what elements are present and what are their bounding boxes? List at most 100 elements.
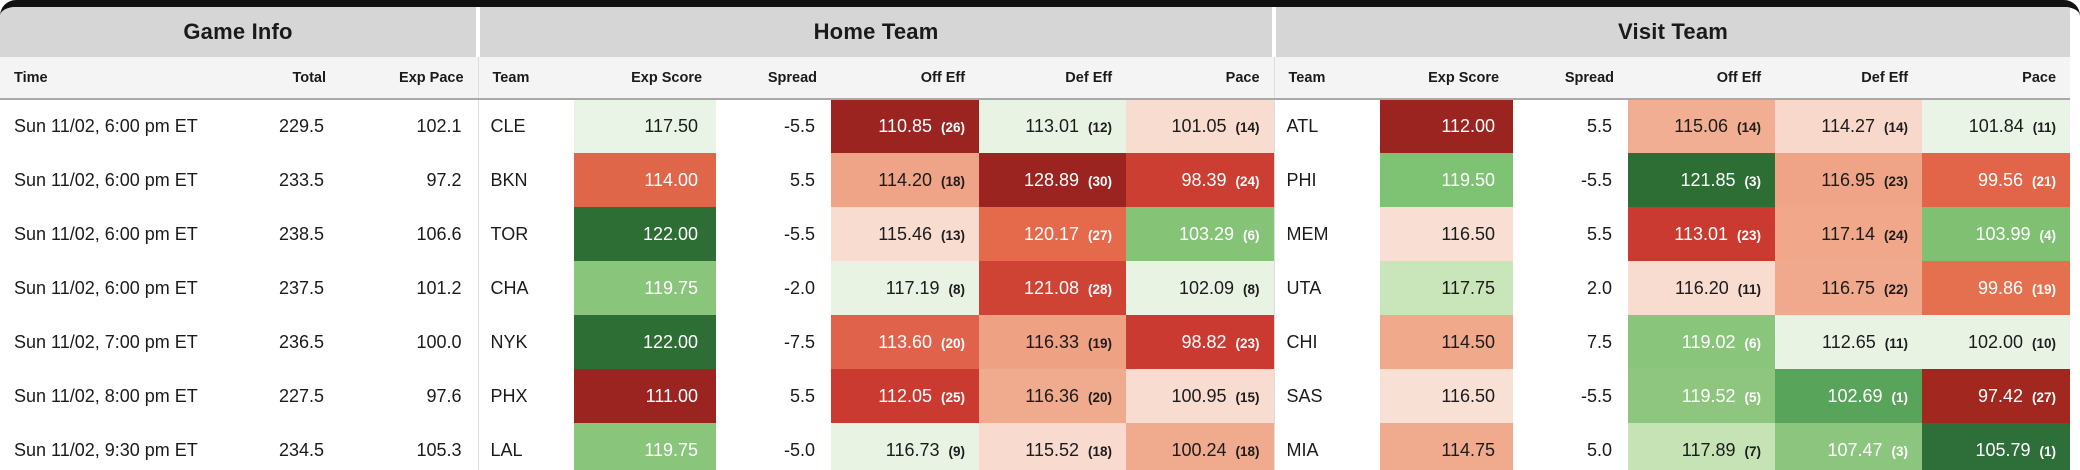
- stat-value: 105.79: [1975, 439, 2031, 460]
- col-header-visit-spread[interactable]: Spread: [1513, 57, 1629, 100]
- visit-exp-score: 116.50: [1380, 207, 1514, 261]
- stat-value: 115.06: [1674, 116, 1728, 136]
- visit-def-eff: 116.75 (22): [1775, 261, 1923, 315]
- stat-rank: (9): [948, 443, 966, 459]
- visit-def-eff: 107.47 (3): [1775, 423, 1923, 470]
- home-team-abbr: TOR: [477, 207, 575, 261]
- home-pace: 103.29 (6): [1126, 207, 1275, 261]
- stat-rank: (15): [1235, 389, 1260, 405]
- stat-value: 115.52: [1025, 439, 1079, 460]
- col-header-home-team[interactable]: Team: [477, 57, 575, 100]
- stat-rank: (25): [941, 389, 966, 405]
- stat-value: 113.01: [1674, 223, 1728, 244]
- col-header-home-off-eff[interactable]: Off Eff: [831, 57, 980, 100]
- game-total: 236.5: [220, 315, 340, 369]
- visit-pace: 101.84 (11): [1922, 99, 2071, 153]
- visit-spread: 5.5: [1513, 207, 1629, 261]
- home-off-eff: 114.20 (18): [831, 153, 980, 207]
- stat-value: 113.01: [1025, 116, 1079, 136]
- stat-value: 102.69: [1827, 385, 1883, 406]
- visit-team-abbr: CHI: [1273, 315, 1381, 369]
- column-header-row: Time Total Exp Pace Team Exp Score Sprea…: [0, 57, 2071, 100]
- stat-value: 114.20: [878, 169, 932, 190]
- home-exp-score: 114.00: [574, 153, 717, 207]
- stat-rank: (21): [2032, 173, 2057, 189]
- stat-value: 101.84: [1968, 116, 2024, 136]
- stat-value: 112.65: [1822, 331, 1876, 352]
- home-pace: 100.95 (15): [1126, 369, 1275, 423]
- col-header-visit-team[interactable]: Team: [1273, 57, 1381, 100]
- stat-value: 117.14: [1821, 223, 1875, 244]
- stat-value: 116.75: [1821, 277, 1875, 298]
- stat-rank: (10): [2032, 335, 2057, 351]
- stat-rank: (4): [2039, 227, 2057, 243]
- game-time: Sun 11/02, 7:00 pm ET: [0, 315, 220, 369]
- stat-value: 103.29: [1178, 223, 1235, 244]
- home-team-abbr: NYK: [477, 315, 575, 369]
- home-team-abbr: CLE: [477, 99, 575, 153]
- stat-rank: (3): [1744, 173, 1762, 189]
- col-header-time[interactable]: Time: [0, 57, 220, 100]
- stat-rank: (28): [1088, 281, 1113, 297]
- col-header-home-def-eff[interactable]: Def Eff: [979, 57, 1127, 100]
- stat-rank: (13): [941, 227, 966, 243]
- home-exp-score: 111.00: [574, 369, 717, 423]
- visit-exp-score: 116.50: [1380, 369, 1514, 423]
- stat-rank: (18): [941, 173, 966, 189]
- stat-value: 116.95: [1821, 169, 1875, 190]
- col-header-exp-pace[interactable]: Exp Pace: [340, 57, 479, 100]
- home-off-eff: 113.60 (20): [831, 315, 980, 369]
- visit-pace: 105.79 (1): [1922, 423, 2071, 470]
- home-def-eff: 115.52 (18): [979, 423, 1127, 470]
- game-total: 238.5: [220, 207, 340, 261]
- home-off-eff: 112.05 (25): [831, 369, 980, 423]
- game-row: Sun 11/02, 7:00 pm ET 236.5 100.0 NYK 12…: [0, 315, 2071, 369]
- home-team-abbr: CHA: [477, 261, 575, 315]
- stat-value: 97.42: [1977, 385, 2024, 406]
- visit-team-abbr: SAS: [1273, 369, 1381, 423]
- game-total: 229.5: [220, 99, 340, 153]
- col-header-total[interactable]: Total: [220, 57, 340, 100]
- stat-rank: (7): [1744, 443, 1762, 459]
- stat-rank: (24): [1235, 173, 1260, 189]
- home-spread: 5.5: [716, 153, 832, 207]
- stat-value: 100.24: [1171, 439, 1227, 460]
- section-home-team: Home Team: [476, 7, 1275, 57]
- home-off-eff: 115.46 (13): [831, 207, 980, 261]
- col-header-visit-off-eff[interactable]: Off Eff: [1628, 57, 1776, 100]
- visit-pace: 99.86 (19): [1922, 261, 2071, 315]
- stat-value: 100.95: [1171, 385, 1227, 406]
- stat-value: 102.00: [1967, 331, 2024, 352]
- game-total: 233.5: [220, 153, 340, 207]
- stat-rank: (11): [1884, 335, 1909, 351]
- col-header-visit-exp-score[interactable]: Exp Score: [1380, 57, 1514, 100]
- col-header-visit-def-eff[interactable]: Def Eff: [1775, 57, 1923, 100]
- col-header-visit-pace[interactable]: Pace: [1922, 57, 2071, 100]
- home-pace: 101.05 (14): [1126, 99, 1275, 153]
- stat-value: 101.05: [1171, 116, 1227, 136]
- visit-def-eff: 112.65 (11): [1775, 315, 1923, 369]
- stat-value: 110.85: [878, 116, 932, 136]
- home-exp-score: 119.75: [574, 261, 717, 315]
- stat-rank: (30): [1088, 173, 1113, 189]
- home-spread: -5.0: [716, 423, 832, 470]
- game-exp-pace: 105.3: [340, 423, 479, 470]
- stat-rank: (23): [1235, 335, 1260, 351]
- stat-rank: (11): [2032, 120, 2057, 135]
- col-header-home-exp-score[interactable]: Exp Score: [574, 57, 717, 100]
- stat-rank: (3): [1891, 443, 1909, 459]
- col-header-home-spread[interactable]: Spread: [716, 57, 832, 100]
- game-exp-pace: 100.0: [340, 315, 479, 369]
- home-off-eff: 116.73 (9): [831, 423, 980, 470]
- stat-value: 116.36: [1025, 385, 1079, 406]
- game-row: Sun 11/02, 6:00 pm ET 233.5 97.2 BKN 114…: [0, 153, 2071, 207]
- game-total: 234.5: [220, 423, 340, 470]
- visit-exp-score: 114.50: [1380, 315, 1514, 369]
- section-game-info: Game Info: [0, 7, 479, 57]
- game-exp-pace: 106.6: [340, 207, 479, 261]
- col-header-home-pace[interactable]: Pace: [1126, 57, 1275, 100]
- stat-rank: (6): [1243, 227, 1260, 243]
- visit-pace: 102.00 (10): [1922, 315, 2071, 369]
- game-row: Sun 11/02, 6:00 pm ET 238.5 106.6 TOR 12…: [0, 207, 2071, 261]
